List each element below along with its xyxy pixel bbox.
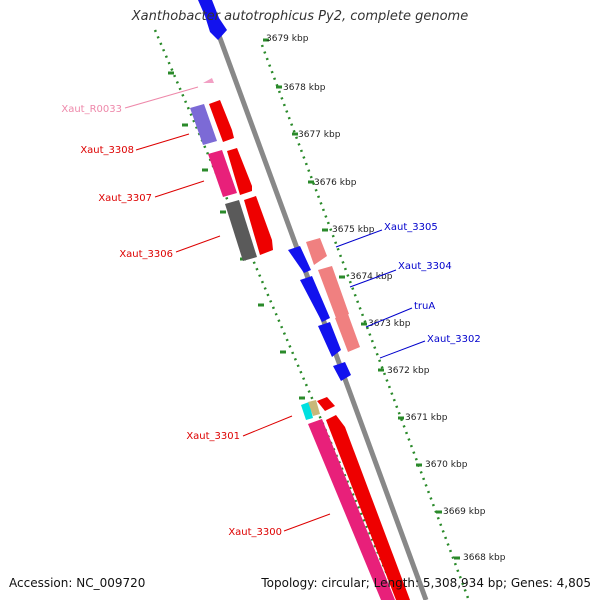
- tick-label-3677: 3677 kbp: [298, 130, 341, 140]
- gene-Xaut_3306-left: [225, 200, 257, 261]
- label-Xaut_3304: Xaut_3304: [398, 261, 452, 272]
- label-Xaut_R0033: Xaut_R0033: [61, 104, 122, 115]
- map-title: Xanthobacter autotrophicus Py2, complete…: [131, 9, 469, 24]
- tick-label-3670: 3670 kbp: [425, 460, 468, 470]
- tick-label-3678: 3678 kbp: [283, 83, 326, 93]
- tick-label-3671: 3671 kbp: [405, 413, 448, 423]
- tick-label-3676: 3676 kbp: [314, 178, 357, 188]
- gene-Xaut_3304-a: [300, 276, 330, 322]
- label-Xaut_3302: Xaut_3302: [427, 334, 481, 345]
- label-truA: truA: [414, 301, 435, 312]
- tick-label-3669: 3669 kbp: [443, 507, 486, 517]
- gene-Xaut_3308-left: [190, 104, 217, 145]
- outer-ring-right: [260, 44, 470, 599]
- tick-labels: 3679 kbp 3678 kbp 3677 kbp 3676 kbp 3675…: [266, 34, 506, 563]
- gene-top-reverse: [198, 0, 227, 40]
- tick-label-3668: 3668 kbp: [463, 553, 506, 563]
- label-Xaut_3308: Xaut_3308: [80, 145, 134, 156]
- label-Xaut_3305: Xaut_3305: [384, 222, 438, 233]
- gene-Xaut_3305-b: [306, 238, 327, 265]
- callout-lines: [124, 86, 426, 532]
- topology-text: Topology: circular; Length: 5,308,934 bp…: [261, 576, 591, 590]
- gene-truA-a: [318, 322, 341, 357]
- gene-Xaut_R0033: [203, 78, 214, 83]
- gene-Xaut_3307-left: [208, 150, 237, 197]
- gene-Xaut_3308-right: [209, 100, 234, 142]
- tick-label-3673: 3673 kbp: [368, 319, 411, 329]
- right-ring-ticks: [263, 38, 460, 560]
- outer-ring-left: [153, 29, 400, 600]
- gene-Xaut_3307-right: [227, 148, 252, 195]
- label-Xaut_3306: Xaut_3306: [119, 249, 173, 260]
- gene-Xaut_3300-left: [308, 419, 395, 600]
- gene-Xaut_3301-red: [317, 397, 335, 411]
- accession-text: Accession: NC_009720: [9, 576, 146, 590]
- gene-Xaut_3301-tan: [308, 400, 320, 416]
- gene-labels: Xaut_R0033 Xaut_3308 Xaut_3307 Xaut_3306…: [61, 104, 480, 538]
- gene-Xaut_3302-a: [333, 362, 351, 381]
- tick-label-3672: 3672 kbp: [387, 366, 430, 376]
- label-Xaut_3301: Xaut_3301: [186, 431, 240, 442]
- gene-Xaut_3306-right: [244, 196, 273, 255]
- tick-label-3679: 3679 kbp: [266, 34, 309, 44]
- label-Xaut_3300: Xaut_3300: [228, 527, 282, 538]
- gene-truA-b: [335, 314, 360, 352]
- label-Xaut_3307: Xaut_3307: [98, 193, 152, 204]
- gene-Xaut_3304-b: [318, 266, 349, 318]
- gene-Xaut_3300-right: [326, 415, 410, 600]
- tick-label-3674: 3674 kbp: [350, 272, 393, 282]
- tick-label-3675: 3675 kbp: [332, 225, 375, 235]
- gene-Xaut_3305-a: [288, 246, 311, 273]
